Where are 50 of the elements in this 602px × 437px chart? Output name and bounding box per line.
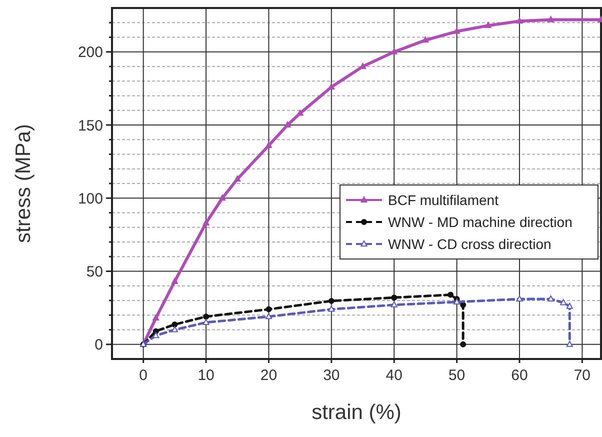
y-tick-label: 100 — [78, 190, 103, 208]
legend-label: WNW - MD machine direction — [388, 214, 572, 230]
y-tick-label: 0 — [94, 336, 103, 354]
point — [265, 312, 272, 320]
point — [548, 16, 554, 22]
point — [460, 341, 466, 348]
point — [566, 302, 573, 309]
point — [548, 295, 554, 302]
point — [234, 175, 241, 182]
point — [284, 121, 291, 128]
point — [391, 294, 398, 301]
x-tick-label: 60 — [511, 367, 528, 384]
point — [171, 326, 178, 332]
point — [454, 28, 460, 34]
point — [152, 314, 160, 321]
point — [484, 22, 492, 28]
legend-label: BCF multifilament — [388, 192, 499, 208]
x-tick-label: 40 — [386, 367, 402, 384]
point — [171, 278, 178, 284]
point — [390, 301, 398, 308]
y-tick-label: 50 — [86, 264, 103, 280]
x-tick-label: 30 — [323, 367, 340, 384]
point — [152, 332, 160, 338]
point — [448, 292, 454, 298]
point — [202, 219, 210, 226]
y-tick-label: 200 — [78, 44, 103, 62]
point — [202, 318, 210, 325]
point — [172, 321, 178, 328]
point — [422, 36, 429, 43]
x-tick-label: 20 — [260, 367, 278, 384]
y-axis-title: stress (MPa) — [12, 124, 35, 244]
x-axis-title: strain (%) — [312, 401, 402, 424]
point — [328, 298, 334, 304]
point — [296, 110, 304, 116]
point — [560, 299, 567, 306]
point — [219, 194, 226, 201]
point — [266, 306, 272, 312]
x-tick-label: 50 — [448, 367, 466, 384]
legend-label: WNW - CD cross direction — [388, 236, 552, 252]
x-tick-label: 10 — [198, 367, 214, 384]
point — [516, 295, 523, 302]
point — [328, 306, 335, 312]
point — [516, 18, 523, 24]
point — [566, 340, 573, 347]
point — [328, 83, 335, 90]
x-tick-label: 70 — [574, 367, 591, 384]
point — [203, 314, 210, 320]
y-tick-label: 150 — [78, 117, 103, 134]
point — [265, 142, 272, 148]
x-tick-label: 0 — [139, 367, 148, 384]
